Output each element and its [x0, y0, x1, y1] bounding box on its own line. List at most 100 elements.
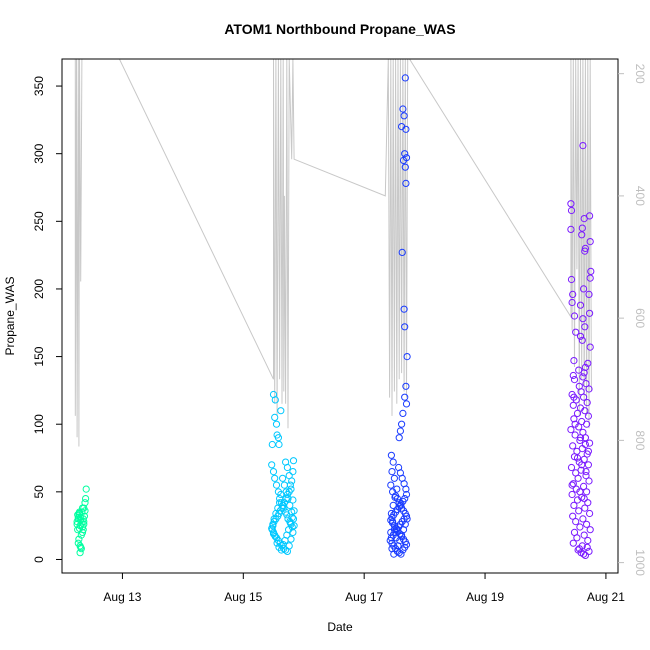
data-point-series-4 — [585, 290, 593, 298]
data-point-series-2 — [271, 532, 279, 541]
data-point-series-2 — [269, 520, 277, 528]
data-point-series-2 — [275, 440, 283, 449]
data-point-series-2 — [285, 526, 293, 534]
data-point-series-3 — [390, 550, 398, 558]
data-point-series-3 — [387, 481, 395, 489]
data-point-series-2 — [284, 495, 292, 503]
data-point-series-4 — [575, 507, 583, 515]
data-point-series-3 — [390, 474, 398, 482]
y-tick-label: 200 — [32, 279, 46, 299]
data-point-series-4 — [567, 206, 576, 215]
data-point-series-4 — [582, 380, 590, 388]
data-point-series-4 — [578, 224, 586, 232]
data-point-series-3 — [399, 409, 407, 417]
data-point-series-3 — [402, 400, 411, 408]
data-point-series-4 — [580, 285, 588, 293]
data-point-series-3 — [389, 501, 397, 509]
y2-tick-label: 800 — [633, 430, 647, 450]
data-point-series-4 — [571, 420, 579, 428]
data-point-series-4 — [567, 275, 576, 284]
data-point-series-4 — [582, 468, 590, 476]
data-point-series-2 — [268, 440, 276, 449]
data-point-series-1 — [82, 485, 90, 493]
data-point-series-4 — [578, 231, 586, 239]
y-tick-label: 150 — [32, 346, 46, 366]
data-point-series-4 — [570, 376, 579, 384]
data-point-series-1 — [77, 545, 85, 553]
data-point-series-3 — [399, 105, 407, 113]
altitude-line-layer — [74, 59, 592, 447]
data-point-series-2 — [285, 542, 293, 550]
data-point-series-4 — [586, 309, 594, 317]
data-point-series-4 — [584, 499, 592, 507]
data-point-series-3 — [401, 323, 409, 331]
data-point-series-4 — [581, 244, 590, 252]
data-point-series-3 — [387, 528, 395, 537]
data-point-series-2 — [277, 407, 285, 415]
data-point-series-4 — [575, 366, 583, 374]
data-point-series-3 — [398, 248, 406, 256]
data-point-series-2 — [272, 420, 281, 428]
data-point-series-3 — [389, 518, 397, 526]
y-tick-label: 250 — [32, 211, 46, 231]
data-point-series-4 — [585, 385, 593, 393]
data-point-series-3 — [400, 305, 408, 313]
data-point-series-3 — [395, 434, 403, 442]
data-point-series-4 — [584, 359, 592, 367]
data-point-series-4 — [575, 545, 583, 553]
y2-tick-label: 1000 — [633, 549, 647, 576]
data-point-series-1 — [74, 513, 82, 522]
data-point-series-4 — [572, 518, 580, 526]
data-point-series-2 — [277, 490, 285, 499]
data-point-series-4 — [574, 474, 582, 482]
data-point-series-4 — [573, 496, 582, 504]
data-point-series-4 — [578, 461, 586, 469]
data-point-series-1 — [80, 520, 88, 528]
y2-tick-label: 600 — [633, 308, 647, 328]
plot-frame — [61, 58, 619, 574]
data-point-series-4 — [581, 323, 589, 331]
data-point-series-4 — [570, 357, 578, 365]
data-point-series-4 — [578, 336, 586, 344]
data-point-series-3 — [398, 420, 406, 428]
data-point-series-2 — [290, 507, 298, 515]
data-point-series-2 — [288, 513, 296, 522]
data-point-series-3 — [401, 495, 409, 503]
data-point-series-4 — [583, 543, 591, 551]
data-point-series-4 — [573, 534, 581, 542]
data-point-series-2 — [271, 413, 279, 421]
data-point-series-3 — [401, 150, 409, 158]
data-point-series-3 — [396, 427, 404, 435]
data-point-series-2 — [285, 472, 293, 480]
x-axis-label: Date — [327, 620, 353, 634]
y-tick-label: 50 — [32, 485, 46, 499]
data-point-series-4 — [586, 439, 594, 447]
data-point-series-4 — [570, 415, 578, 423]
data-point-series-4 — [570, 393, 578, 401]
data-point-series-4 — [586, 238, 594, 246]
data-point-series-4 — [569, 539, 577, 547]
data-point-series-4 — [583, 420, 591, 428]
data-point-series-4 — [569, 442, 577, 450]
data-point-series-1 — [77, 513, 85, 522]
data-point-series-2 — [286, 501, 294, 509]
data-point-series-3 — [402, 125, 410, 133]
data-point-series-4 — [584, 461, 593, 469]
data-point-series-4 — [580, 215, 588, 223]
data-point-series-4 — [580, 531, 588, 539]
data-point-series-4 — [585, 477, 593, 485]
data-point-series-4 — [580, 482, 588, 490]
y-axis-label: Propane_WAS — [3, 277, 17, 356]
x-tick-label: Aug 13 — [103, 590, 141, 604]
data-point-series-3 — [397, 550, 405, 558]
data-point-series-4 — [576, 434, 585, 442]
x-tick-label: Aug 21 — [587, 590, 625, 604]
data-point-series-4 — [586, 274, 594, 282]
data-point-series-4 — [576, 301, 585, 309]
data-point-series-2 — [279, 541, 287, 549]
data-point-series-3 — [400, 112, 408, 120]
axes-layer: Aug 13 Aug 15 Aug 17 Aug 19 Aug 21 0 50 100 150 2… — [32, 58, 647, 604]
data-point-series-4 — [584, 412, 593, 420]
data-point-series-2 — [289, 457, 298, 465]
data-point-series-4 — [583, 399, 591, 407]
